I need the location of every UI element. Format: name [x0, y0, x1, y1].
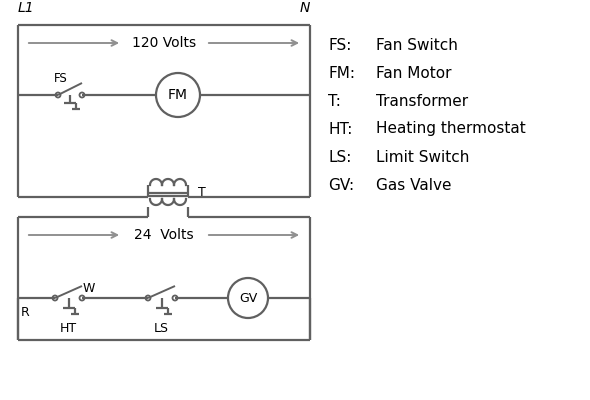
Text: FS: FS [54, 72, 68, 84]
Text: R: R [21, 306, 30, 320]
Text: LS:: LS: [328, 150, 352, 164]
Text: GV: GV [239, 292, 257, 304]
Text: T: T [198, 186, 206, 200]
Text: Transformer: Transformer [376, 94, 468, 108]
Text: N: N [300, 1, 310, 15]
Text: GV:: GV: [328, 178, 354, 192]
Text: FS:: FS: [328, 38, 352, 52]
Text: FM: FM [168, 88, 188, 102]
Text: Limit Switch: Limit Switch [376, 150, 470, 164]
Text: Gas Valve: Gas Valve [376, 178, 451, 192]
Text: W: W [83, 282, 95, 294]
Text: 120 Volts: 120 Volts [132, 36, 196, 50]
Text: T:: T: [328, 94, 341, 108]
Text: 24  Volts: 24 Volts [134, 228, 194, 242]
Text: FM:: FM: [328, 66, 355, 80]
Text: HT: HT [60, 322, 77, 334]
Text: LS: LS [154, 322, 169, 334]
Text: L1: L1 [18, 1, 35, 15]
Text: Fan Switch: Fan Switch [376, 38, 458, 52]
Text: Fan Motor: Fan Motor [376, 66, 451, 80]
Text: HT:: HT: [328, 122, 352, 136]
Text: Heating thermostat: Heating thermostat [376, 122, 526, 136]
